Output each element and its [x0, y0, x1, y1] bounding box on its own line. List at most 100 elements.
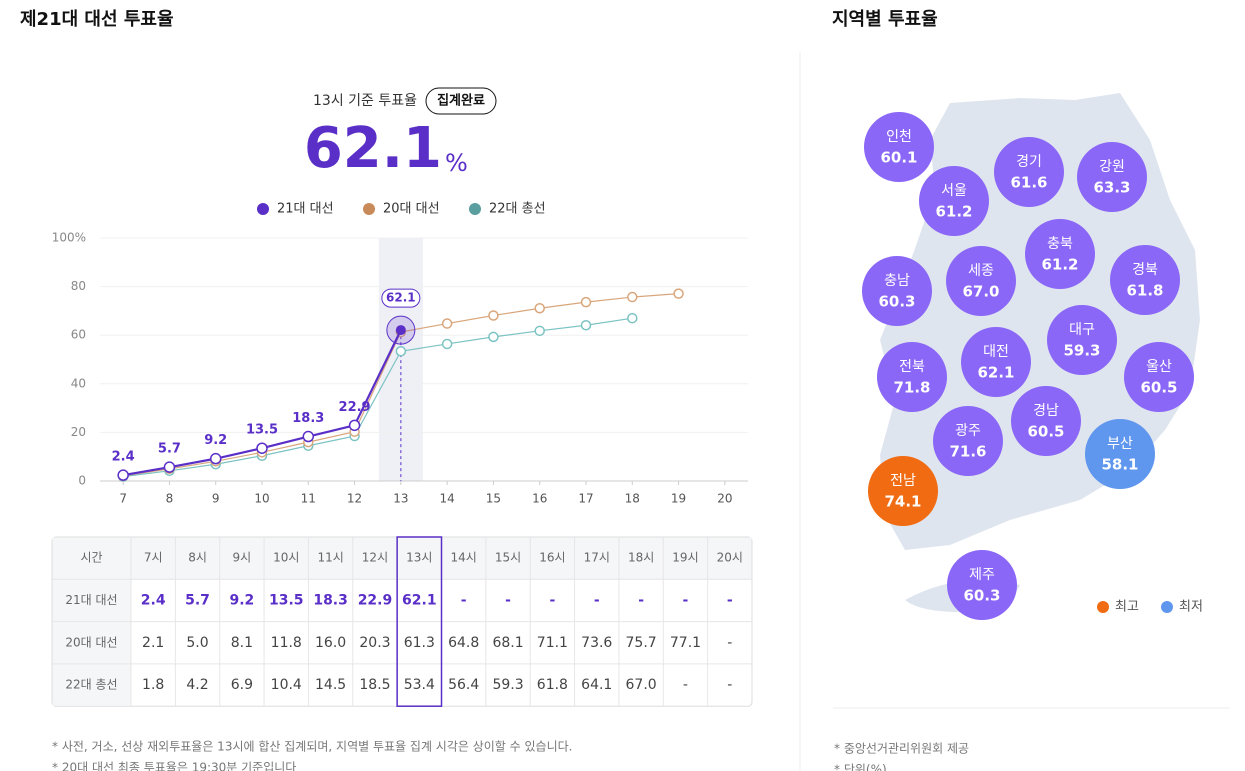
table-cell: -	[549, 592, 555, 608]
table-cell: 64.1	[581, 677, 612, 693]
table-cell: 73.6	[581, 635, 612, 651]
table-cell: 62.1	[402, 592, 437, 608]
region-value: 58.1	[1101, 456, 1138, 474]
table-cell: -	[638, 592, 644, 608]
data-label: 62.1	[386, 291, 416, 305]
region-bubble	[862, 256, 932, 326]
y-tick-label: 20	[71, 425, 86, 439]
x-tick-label: 20	[717, 492, 732, 506]
region-bubble	[864, 112, 934, 182]
region-value: 71.6	[949, 443, 986, 461]
table-cell: 56.4	[448, 677, 479, 693]
table-cell: 22대 총선	[65, 678, 117, 692]
region-value: 59.3	[1063, 342, 1100, 360]
x-tick-label: 17	[578, 492, 593, 506]
region-value: 60.1	[880, 149, 917, 167]
region-bubble	[868, 456, 938, 526]
legend-label: 최저	[1179, 600, 1203, 615]
point	[580, 296, 592, 308]
region-bubble	[1110, 245, 1180, 315]
table-cell: 5.0	[186, 635, 208, 651]
x-tick-label: 10	[254, 492, 269, 506]
table-cell: 18시	[628, 551, 654, 565]
table-first-col	[52, 579, 132, 706]
badge-text: 집계완료	[437, 94, 485, 109]
table-cell: 71.1	[537, 635, 568, 651]
legend-dot	[469, 203, 481, 215]
data-label: 5.7	[158, 442, 181, 457]
region-bubble	[877, 342, 947, 412]
region-value: 60.5	[1027, 423, 1064, 441]
table-highlight	[396, 536, 443, 707]
point	[395, 325, 406, 336]
point	[441, 338, 453, 350]
region-name: 전남	[890, 473, 916, 489]
note: * 사전, 거소, 선상 재외투표율은 13시에 합산 집계되며, 지역별 투표…	[52, 740, 573, 754]
region-name: 울산	[1146, 359, 1172, 375]
region-bubble	[919, 166, 989, 236]
region-bubble	[1124, 342, 1194, 412]
region-name: 강원	[1099, 159, 1125, 175]
region-name: 경기	[1016, 154, 1042, 170]
table-cell: 9시	[233, 551, 252, 565]
x-tick-label: 18	[625, 492, 640, 506]
table-cell: 7시	[144, 551, 163, 565]
point	[163, 461, 176, 473]
y-tick-label: 0	[78, 474, 86, 488]
point	[441, 318, 453, 329]
region-value: 60.3	[878, 293, 915, 311]
point	[256, 442, 268, 454]
note: * 단위(%)	[834, 763, 887, 771]
table-cell: 10.4	[271, 677, 302, 693]
region-name: 경남	[1033, 403, 1059, 419]
table-cell: 20대 대선	[65, 635, 117, 649]
region-bubble	[933, 406, 1003, 476]
region-name: 세종	[968, 263, 994, 279]
table-cell: 16시	[539, 551, 565, 565]
point	[348, 419, 361, 432]
region-name: 대전	[983, 344, 1009, 360]
point	[534, 302, 545, 314]
table-cell: 64.8	[448, 635, 479, 651]
table-cell: 8.1	[231, 635, 253, 651]
point	[209, 452, 222, 465]
x-tick-label: 12	[347, 492, 362, 506]
point	[395, 345, 407, 357]
x-tick-label: 16	[532, 492, 547, 506]
table-cell: -	[683, 677, 688, 693]
table-cell: 19시	[672, 551, 698, 565]
table-cell: -	[727, 592, 733, 608]
table-cell: 61.3	[404, 635, 435, 651]
summary-unit: %	[445, 149, 468, 177]
legend-dot	[257, 203, 269, 215]
region-bubble	[961, 327, 1031, 397]
table-cell: 22.9	[358, 592, 393, 608]
region-name: 경북	[1132, 262, 1158, 278]
table-cell: 75.7	[626, 635, 657, 651]
region-name: 충북	[1047, 236, 1073, 252]
table-cell: 11.8	[271, 635, 302, 651]
table-cell: 2.4	[141, 592, 166, 608]
data-label: 2.4	[112, 450, 135, 465]
y-tick-label: 80	[71, 279, 86, 293]
x-tick-label: 15	[486, 492, 501, 506]
legend-dot	[1161, 601, 1173, 613]
legend-label: 22대 총선	[489, 202, 546, 217]
table-cell: 11시	[317, 551, 343, 565]
region-value: 61.8	[1126, 282, 1163, 300]
table-cell: -	[505, 592, 511, 608]
table-cell: 67.0	[626, 677, 657, 693]
table-cell: -	[727, 677, 732, 693]
data-label: 9.2	[204, 433, 227, 448]
region-value: 60.3	[963, 587, 1000, 605]
region-value: 74.1	[884, 493, 921, 511]
table-cell: 18.3	[313, 592, 348, 608]
summary-label: 13시 기준 투표율	[313, 93, 417, 109]
table-cell: 13.5	[269, 592, 304, 608]
series-line	[123, 317, 633, 478]
region-bubble	[946, 246, 1016, 316]
legend-dot	[1097, 601, 1109, 613]
data-label: 18.3	[292, 411, 324, 426]
